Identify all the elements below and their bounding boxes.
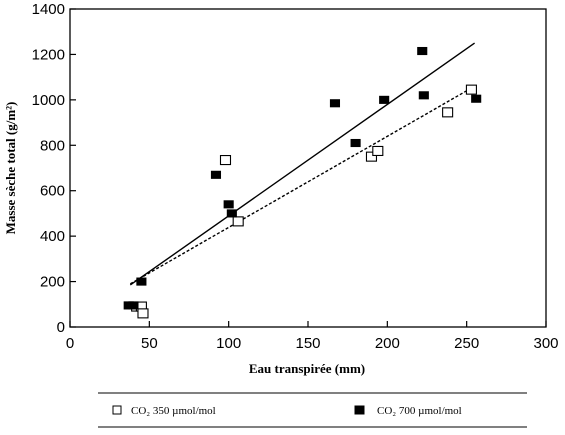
data-point-series-0 <box>137 308 149 319</box>
y-tick-label: 200 <box>40 274 65 291</box>
legend-label-co2-700: CO₂ 700 µmol/mol <box>377 405 462 417</box>
x-tick-label: 150 <box>295 335 320 352</box>
data-point-series-0 <box>442 107 454 118</box>
data-point-series-0 <box>365 151 378 162</box>
y-tick-label: 0 <box>57 319 65 336</box>
x-tick-label: 50 <box>141 335 158 352</box>
data-point-series-1 <box>210 170 222 179</box>
data-point-series-1 <box>350 138 361 148</box>
x-tick-label: 100 <box>216 335 241 352</box>
x-axis-label: Eau transpirée (mm) <box>249 361 365 376</box>
y-tick-label: 1200 <box>32 46 65 63</box>
y-tick-label: 600 <box>40 183 65 200</box>
trendline-series-0 <box>129 85 475 285</box>
data-point-series-1 <box>136 277 147 286</box>
data-point-series-0 <box>372 145 384 157</box>
x-tick-label: 250 <box>454 335 479 352</box>
y-tick-label: 1000 <box>32 92 65 109</box>
data-point-series-1 <box>418 91 429 100</box>
data-points <box>123 46 482 319</box>
trendlines <box>129 42 476 286</box>
y-tick-label: 800 <box>40 137 65 154</box>
x-axis-ticks: 0 50 100 150 200 250 300 <box>66 321 559 352</box>
data-point-series-0 <box>232 216 244 227</box>
data-point-series-0 <box>465 84 477 95</box>
y-tick-label: 400 <box>40 228 65 245</box>
legend: CO₂ 350 µmol/mol CO₂ 700 µmol/mol <box>98 392 527 428</box>
data-point-series-1 <box>128 301 139 310</box>
y-tick-label: 1400 <box>32 1 65 18</box>
data-point-series-1 <box>417 46 428 56</box>
y-axis-label: Masse sèche total (g/m²) <box>3 102 18 235</box>
data-point-series-1 <box>471 94 482 103</box>
legend-filled-square-icon <box>354 405 365 415</box>
legend-open-square-icon <box>112 405 122 415</box>
x-tick-label: 0 <box>66 335 74 352</box>
data-point-series-0 <box>219 155 232 166</box>
data-point-series-1 <box>226 209 237 218</box>
data-point-series-1 <box>223 200 234 209</box>
trendline-series-1 <box>129 42 476 286</box>
y-axis-ticks: 0 200 400 600 800 1000 1200 1400 <box>32 1 76 336</box>
legend-label-co2-350: CO₂ 350 µmol/mol <box>131 405 216 417</box>
data-point-series-1 <box>379 95 390 104</box>
x-tick-label: 200 <box>375 335 400 352</box>
data-point-series-1 <box>329 99 341 108</box>
x-tick-label: 300 <box>533 335 558 352</box>
